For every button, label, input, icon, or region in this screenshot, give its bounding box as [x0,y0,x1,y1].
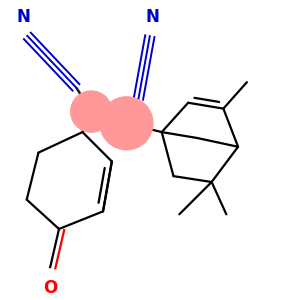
Circle shape [71,91,112,132]
Text: N: N [146,8,160,26]
Circle shape [100,97,153,150]
Text: O: O [43,279,57,297]
Text: N: N [17,8,31,26]
